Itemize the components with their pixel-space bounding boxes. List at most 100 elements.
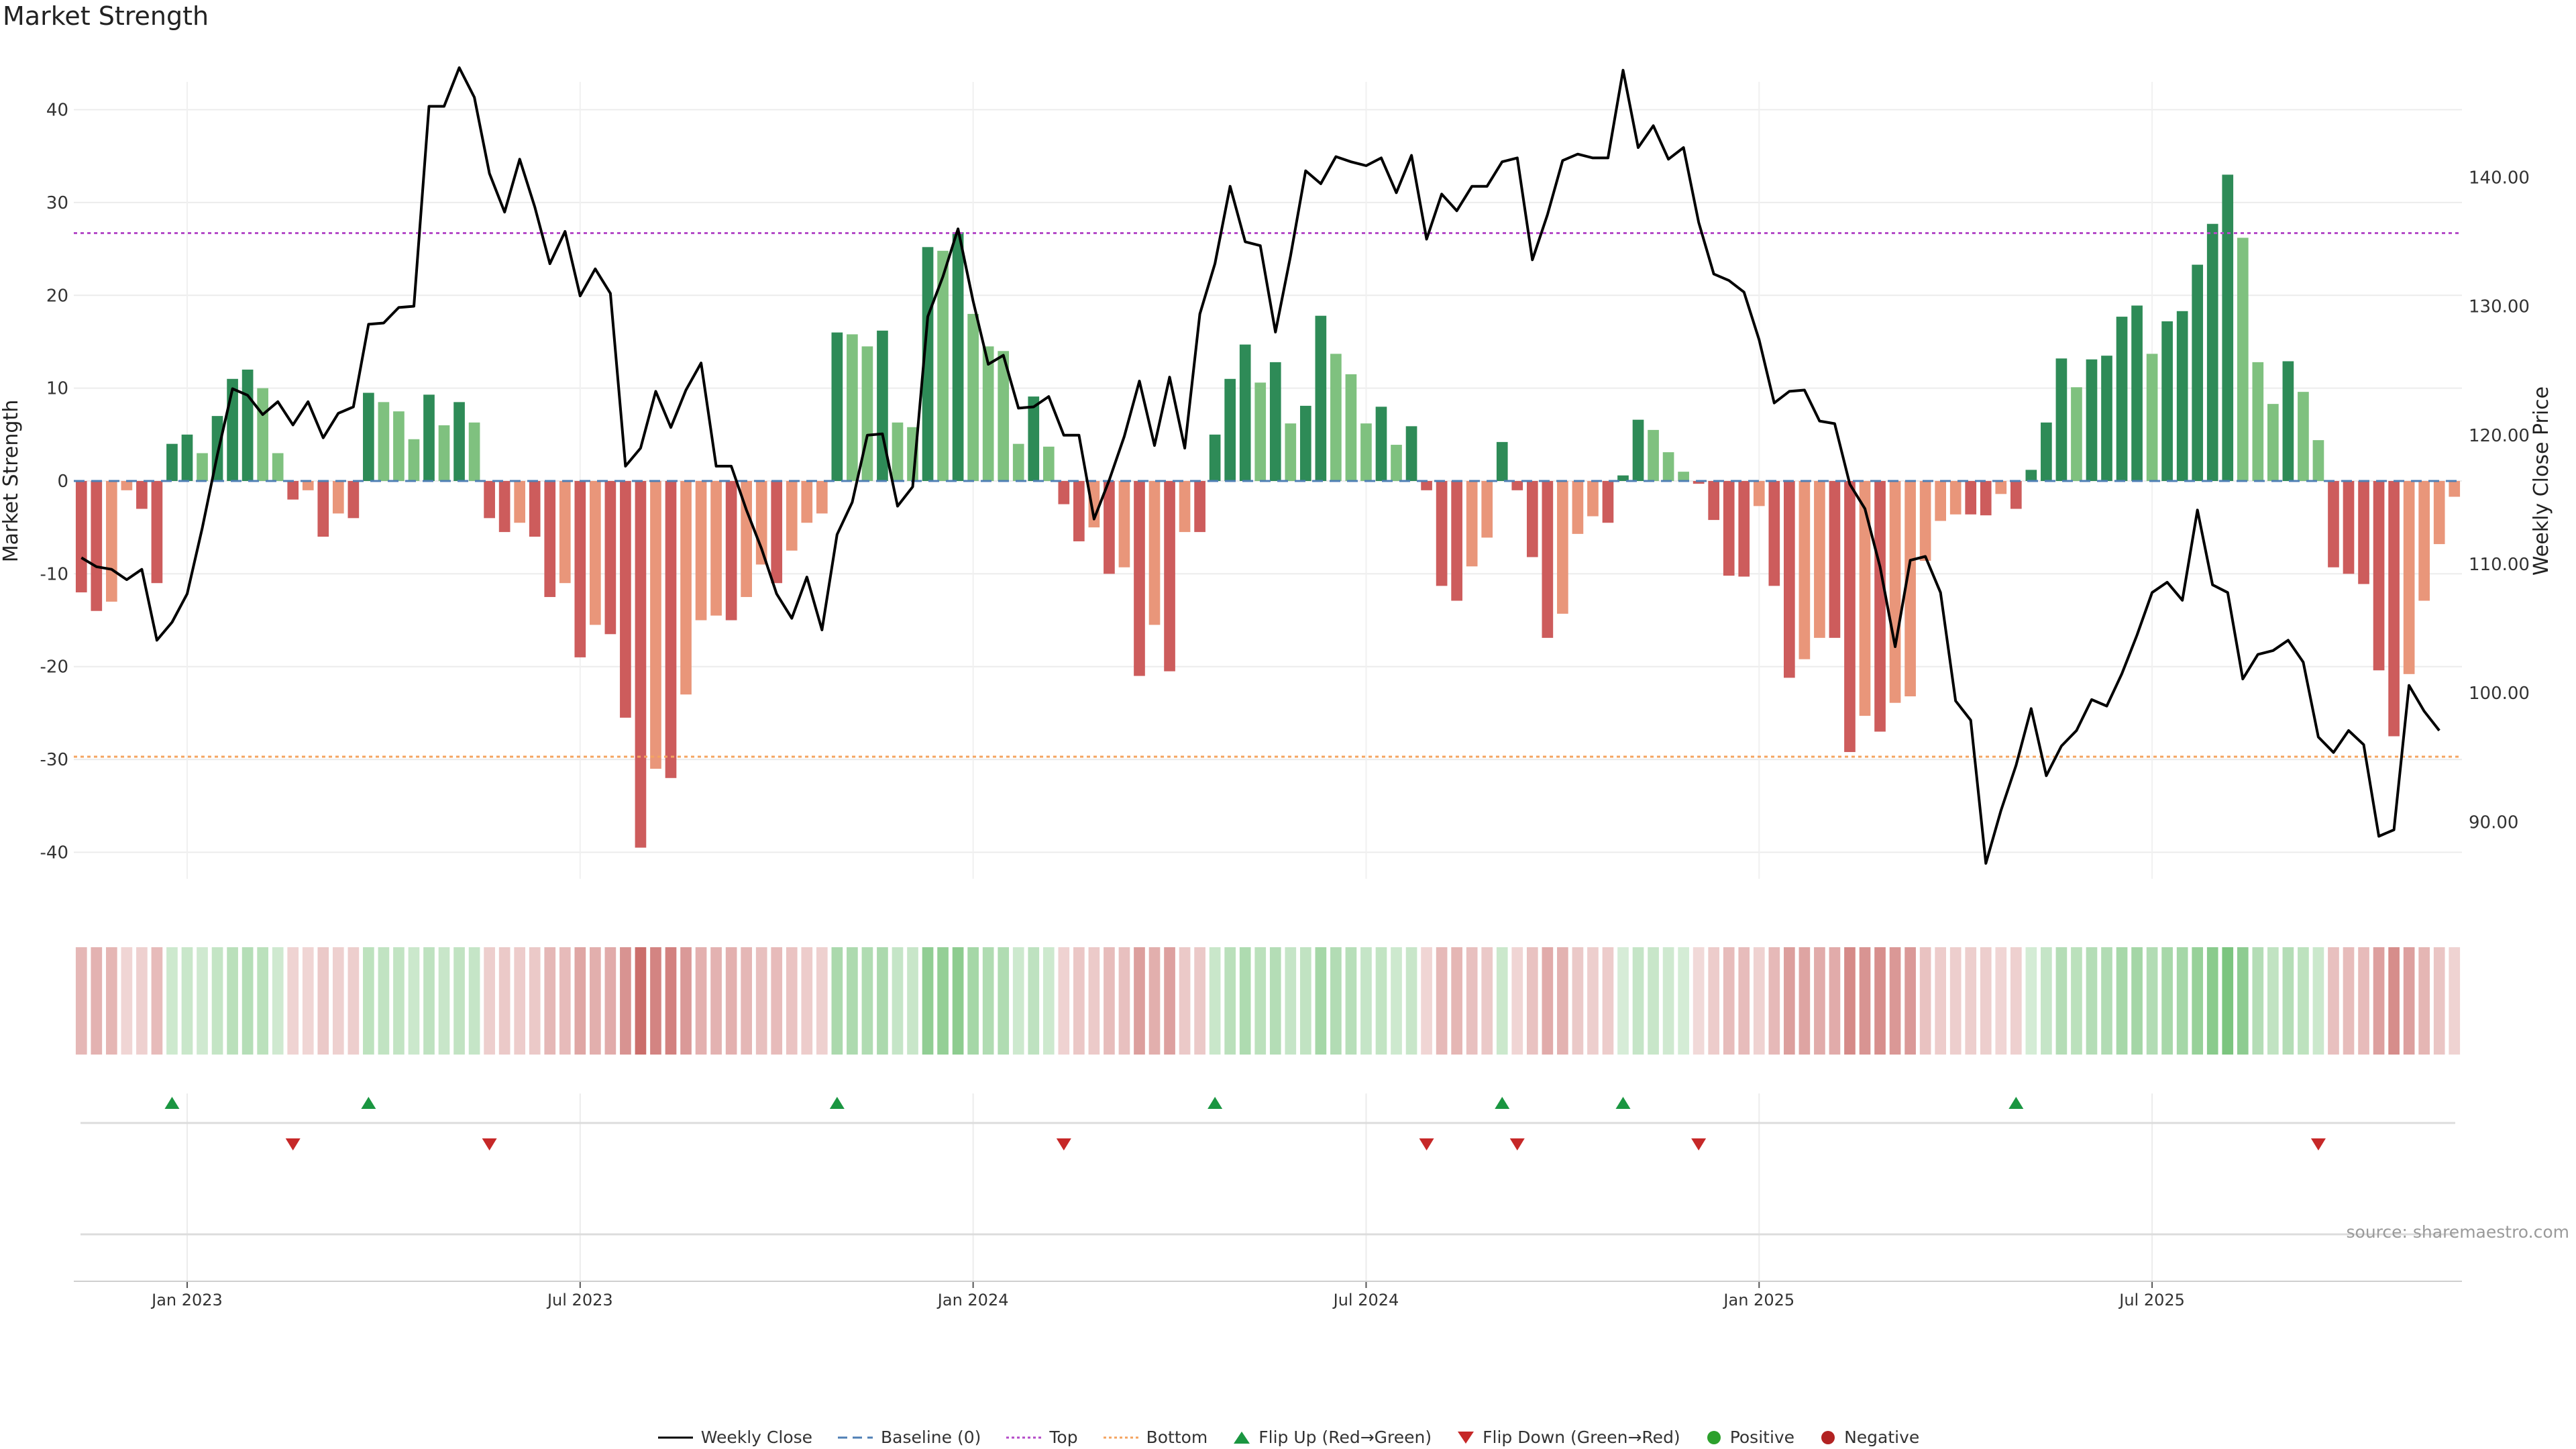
positive-bar: [393, 411, 405, 481]
negative-bar: [1466, 481, 1478, 567]
negative-bar: [1511, 481, 1523, 490]
heat-cell-positive: [892, 947, 904, 1055]
positive-bar: [2161, 321, 2173, 481]
heat-cell-negative: [105, 947, 117, 1055]
heat-cell-positive: [937, 947, 949, 1055]
flip-down-marker: [482, 1138, 497, 1150]
positive-bar: [166, 443, 178, 481]
heat-cell-positive: [1496, 947, 1508, 1055]
positive-bar: [1617, 475, 1629, 481]
heat-cell-negative: [710, 947, 722, 1055]
positive-bar: [197, 453, 208, 481]
flip-down-marker: [1691, 1138, 1707, 1150]
heat-cell-positive: [468, 947, 480, 1055]
negative-bar: [695, 481, 707, 621]
heat-cell-positive: [952, 947, 964, 1055]
heat-cell-positive: [211, 947, 223, 1055]
heat-cell-positive: [2086, 947, 2098, 1055]
heat-cell-negative: [786, 947, 798, 1055]
positive-bar: [1391, 445, 1402, 481]
heat-cell-negative: [1799, 947, 1811, 1055]
positive-bar: [1315, 315, 1327, 481]
heat-cell-negative: [1526, 947, 1538, 1055]
heat-cell-negative: [680, 947, 692, 1055]
heat-cell-negative: [151, 947, 163, 1055]
positive-bar: [1648, 429, 1659, 481]
heat-cell-negative: [136, 947, 148, 1055]
heat-cell-positive: [241, 947, 254, 1055]
heat-cell-negative: [665, 947, 677, 1055]
heat-cell-negative: [2343, 947, 2355, 1055]
heat-cell-negative: [1511, 947, 1523, 1055]
heat-cell-negative: [1965, 947, 1977, 1055]
legend-item-bottom: Bottom: [1102, 1428, 1208, 1447]
negative-bar: [1693, 481, 1705, 484]
positive-bar: [2116, 317, 2128, 481]
heat-cell-negative: [1784, 947, 1795, 1055]
negative-bar: [635, 481, 647, 848]
heat-cell-positive: [1224, 947, 1236, 1055]
positive-bar: [438, 425, 450, 481]
heat-cell-positive: [378, 947, 390, 1055]
negative-bar: [604, 481, 616, 635]
heat-cell-positive: [2298, 947, 2309, 1055]
negative-bar: [75, 481, 87, 593]
positive-bar: [1042, 446, 1055, 481]
heat-cell-positive: [181, 947, 193, 1055]
heat-cell-negative: [620, 947, 631, 1055]
negative-bar: [498, 481, 511, 533]
positive-bar: [408, 439, 420, 481]
negative-bar: [2433, 481, 2445, 545]
positive-bar: [1012, 443, 1024, 481]
heat-cell-negative: [544, 947, 556, 1055]
heat-cell-negative: [1194, 947, 1205, 1055]
heat-cell-positive: [2071, 947, 2082, 1055]
positive-bar: [2192, 264, 2204, 481]
positive-bar: [2146, 354, 2158, 481]
heat-cell-negative: [1935, 947, 1946, 1055]
negative-bar: [1602, 481, 1614, 523]
heat-cell-negative: [725, 947, 737, 1055]
negative-bar: [1799, 481, 1811, 659]
negative-bar: [529, 481, 541, 537]
negative-bar: [665, 481, 677, 778]
y-tick-label: 10: [46, 379, 68, 399]
negative-bar: [136, 481, 148, 509]
positive-bar: [2237, 237, 2249, 481]
negative-bar: [650, 481, 661, 769]
negative-bar: [1859, 481, 1871, 716]
heat-cell-negative: [816, 947, 828, 1055]
y2-axis-title: Weekly Close Price: [2530, 386, 2553, 576]
heat-cell-negative: [2358, 947, 2369, 1055]
positive-bar: [2222, 174, 2234, 481]
heat-cell-negative: [1889, 947, 1901, 1055]
negative-bar: [1919, 481, 1931, 561]
heat-cell-positive: [1315, 947, 1327, 1055]
heat-cell-negative: [1451, 947, 1462, 1055]
positive-bar: [363, 392, 374, 481]
heat-cell-negative: [1058, 947, 1070, 1055]
negative-bar: [1118, 481, 1130, 568]
heat-cell-negative: [1134, 947, 1145, 1055]
negative-bar: [1784, 481, 1795, 678]
heat-cell-negative: [2373, 947, 2385, 1055]
y-axis-title: Market Strength: [0, 400, 23, 562]
heat-cell-negative: [1602, 947, 1614, 1055]
x-tick-label: Jul 2025: [2118, 1291, 2185, 1309]
x-tick-label: Jan 2023: [150, 1291, 223, 1309]
dashed-line-icon: [838, 1436, 873, 1438]
heat-cell-negative: [650, 947, 661, 1055]
heat-cell-positive: [2055, 947, 2068, 1055]
flip-up-marker: [1495, 1097, 1510, 1109]
heat-cell-negative: [1436, 947, 1448, 1055]
negative-bar: [347, 481, 360, 519]
y-tick-label: -20: [40, 657, 68, 678]
heat-cell-negative: [1768, 947, 1780, 1055]
positive-bar: [2312, 440, 2324, 481]
flip-up-marker: [1615, 1097, 1631, 1109]
heat-cell-negative: [590, 947, 601, 1055]
negative-bar: [1073, 481, 1085, 541]
heat-cell-negative: [695, 947, 707, 1055]
positive-bar: [1254, 382, 1267, 481]
heat-cell-negative: [317, 947, 329, 1055]
